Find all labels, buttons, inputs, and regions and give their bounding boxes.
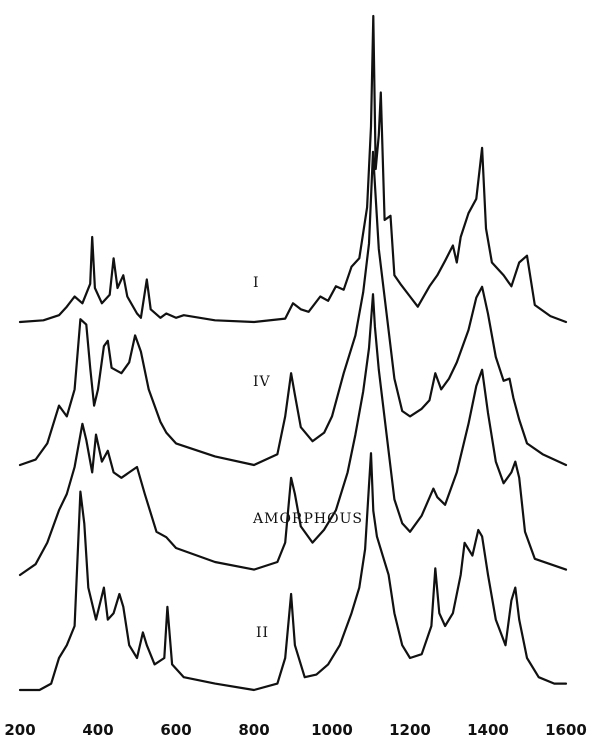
spectra-traces	[18, 14, 568, 692]
x-tick-label: 800	[238, 721, 269, 739]
series-label-iv: IV	[253, 374, 271, 390]
trace-ii	[18, 452, 568, 692]
x-tick-label: 200	[4, 721, 35, 739]
x-tick-label: 600	[160, 721, 191, 739]
trace-amorphous	[18, 293, 568, 577]
series-label-i: I	[253, 275, 260, 291]
x-tick-label: 1200	[389, 721, 431, 739]
x-tick-label: 1400	[467, 721, 509, 739]
series-label-ii: II	[256, 625, 269, 641]
x-axis-tick-labels: 200 400 600 800 1000 1200 1400 1600	[4, 721, 587, 739]
x-tick-label: 1600	[545, 721, 587, 739]
trace-iv	[18, 150, 568, 467]
series-label-amorphous: AMORPHOUS	[252, 511, 363, 527]
x-tick-label: 400	[82, 721, 113, 739]
trace-i	[18, 14, 568, 324]
series-labels: I IV AMORPHOUS II	[252, 275, 363, 641]
x-tick-label: 1000	[311, 721, 353, 739]
